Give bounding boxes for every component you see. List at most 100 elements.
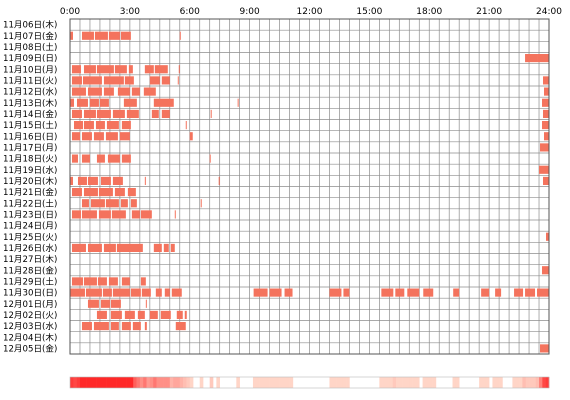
row-label: 11月09日(日) xyxy=(3,53,57,64)
activity-bar xyxy=(87,299,99,308)
activity-bar xyxy=(93,322,109,331)
summary-heat-cell xyxy=(259,377,264,388)
summary-heat-cell xyxy=(73,377,77,388)
summary-heat-cell xyxy=(216,377,220,388)
activity-bar xyxy=(83,188,98,197)
summary-heat-cell xyxy=(482,377,487,388)
row-label: 12月01日(月) xyxy=(3,299,57,310)
activity-bar xyxy=(71,109,82,118)
activity-bar xyxy=(124,310,135,319)
activity-bar xyxy=(514,288,524,297)
row-label: 11月17日(月) xyxy=(3,143,57,154)
activity-bar xyxy=(153,98,174,107)
activity-bar xyxy=(123,98,137,107)
activity-bar xyxy=(145,299,147,308)
activity-bar xyxy=(164,288,170,297)
activity-bar xyxy=(83,121,94,130)
activity-bar xyxy=(81,31,94,40)
activity-bar xyxy=(96,65,114,74)
activity-bar xyxy=(70,176,73,185)
activity-bar xyxy=(131,210,140,219)
activity-bar xyxy=(269,288,282,297)
activity-bar xyxy=(70,288,85,297)
activity-bar xyxy=(95,121,105,130)
summary-heat-cell xyxy=(143,377,147,388)
row-label: 11月15日(土) xyxy=(3,119,57,131)
x-tick-label: 12:00 xyxy=(297,7,323,17)
summary-heat-cell xyxy=(272,377,277,388)
summary-heat-cell xyxy=(129,377,134,388)
activity-bar xyxy=(144,176,146,185)
activity-bar xyxy=(121,277,130,286)
summary-heat-cell xyxy=(96,377,101,388)
x-tick-label: 18:00 xyxy=(416,7,442,17)
activity-bar xyxy=(81,322,92,331)
activity-bar xyxy=(161,76,170,85)
activity-bar xyxy=(127,188,136,197)
activity-bar xyxy=(140,277,146,286)
activity-bar xyxy=(99,98,109,107)
activity-bar xyxy=(71,76,82,85)
activity-bar xyxy=(143,87,156,96)
activity-bar xyxy=(112,176,123,185)
summary-heat-cell xyxy=(176,377,181,388)
activity-bar xyxy=(284,288,293,297)
summary-heat-cell xyxy=(116,377,121,388)
activity-bar xyxy=(116,243,143,252)
summary-heat-cell xyxy=(432,377,437,388)
activity-bar xyxy=(540,344,549,353)
summary-heat-cell xyxy=(103,377,107,388)
activity-bar xyxy=(82,76,102,85)
summary-heat-cell xyxy=(276,377,280,388)
activity-bar xyxy=(73,121,83,130)
activity-bar xyxy=(77,176,87,185)
x-tick-label: 21:00 xyxy=(476,7,502,17)
activity-bar xyxy=(112,288,130,297)
summary-heat-cell xyxy=(329,377,334,388)
activity-bar xyxy=(90,199,105,208)
activity-bar xyxy=(108,31,120,40)
summary-heat-cell xyxy=(395,377,400,388)
summary-heat-cell xyxy=(415,377,420,388)
activity-bar xyxy=(177,76,179,85)
summary-heat-cell xyxy=(256,377,260,388)
summary-heat-cell xyxy=(139,377,144,388)
activity-bar xyxy=(144,65,154,74)
summary-heat-cell xyxy=(512,377,517,388)
activity-bar xyxy=(110,322,119,331)
plot-frame xyxy=(69,18,550,355)
row-label: 11月23日(日) xyxy=(3,210,57,221)
activity-bar xyxy=(253,288,268,297)
activity-bar xyxy=(171,288,182,297)
activity-bar xyxy=(121,322,131,331)
row-label: 11月12日(水) xyxy=(3,86,57,98)
activity-bar xyxy=(546,232,549,241)
activity-bar xyxy=(71,277,83,286)
activity-bar xyxy=(85,288,102,297)
summary-heat-cell xyxy=(402,377,407,388)
summary-heat-cell xyxy=(542,377,546,388)
summary-heat-cell xyxy=(252,377,257,388)
activity-bar xyxy=(124,76,134,85)
summary-heat-cell xyxy=(289,377,294,388)
activity-bar xyxy=(153,243,162,252)
summary-heat-strip xyxy=(69,376,550,389)
summary-heat-cell xyxy=(386,377,390,388)
summary-heat-cell xyxy=(149,377,154,388)
summary-heat-cell xyxy=(392,377,397,388)
row-label: 11月11日(火) xyxy=(3,76,57,87)
row-label: 11月21日(金) xyxy=(3,186,57,198)
summary-heat-cell xyxy=(173,377,177,388)
activity-bar xyxy=(189,132,193,141)
row-label: 11月08日(土) xyxy=(3,41,57,53)
activity-bar xyxy=(117,87,130,96)
summary-heat-cell xyxy=(535,377,540,388)
activity-bar xyxy=(71,188,82,197)
row-label: 11月14日(金) xyxy=(3,108,57,120)
summary-heat-cell xyxy=(455,377,460,388)
summary-heat-cell xyxy=(479,377,483,388)
summary-heat-cell xyxy=(539,377,543,388)
activity-bar xyxy=(525,54,538,63)
activity-bar xyxy=(105,199,119,208)
